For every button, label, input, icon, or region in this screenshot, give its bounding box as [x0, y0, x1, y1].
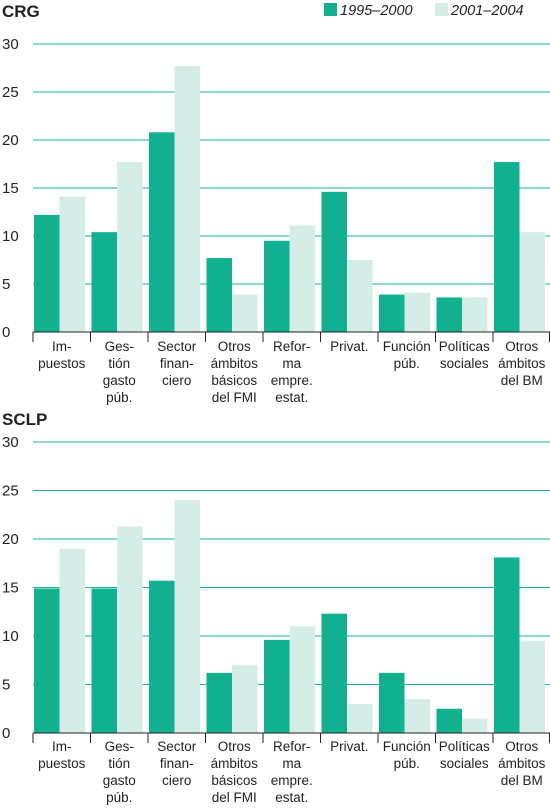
legend: 1995–2000 2001–2004	[324, 3, 524, 19]
bar-sclp-1995-2000-5	[321, 613, 347, 733]
y-tick-label: 5	[2, 276, 10, 293]
bar-crg-1995-2000-1	[91, 232, 117, 332]
chart-title-sclp: SCLP	[2, 410, 47, 429]
bar-sclp-1995-2000-6	[379, 672, 405, 733]
category-label: Privat.	[330, 339, 368, 354]
bar-sclp-1995-2000-3	[206, 672, 232, 733]
bar-sclp-1995-2000-7	[436, 708, 462, 733]
bar-crg-1995-2000-6	[379, 294, 405, 332]
bar-sclp-2001-2004-3	[232, 665, 258, 733]
category-label: Privat.	[330, 739, 368, 754]
bar-sclp-2001-2004-4	[289, 626, 315, 733]
legend-label-2001-2004: 2001–2004	[450, 3, 524, 19]
y-tick-label: 30	[2, 434, 19, 451]
bar-crg-2001-2004-2	[174, 66, 200, 332]
y-tick-label: 25	[2, 483, 19, 500]
bar-crg-2001-2004-4	[289, 225, 315, 332]
bar-crg-1995-2000-5	[321, 191, 347, 332]
bar-crg-2001-2004-0	[59, 196, 85, 332]
bar-sclp-1995-2000-2	[149, 580, 175, 733]
category-label: Otros ámbitos del BM	[498, 339, 546, 388]
bar-sclp-2001-2004-2	[174, 500, 200, 733]
y-tick-label: 15	[2, 580, 19, 597]
category-label: Refor-ma empre. estat.	[271, 339, 313, 405]
bar-crg-1995-2000-4	[264, 240, 290, 332]
y-tick-label: 20	[2, 132, 19, 149]
category-label: Función púb.	[383, 339, 431, 371]
chart-panel-sclp: 0 5 10 15 20 25 30 Im-puestos Ges-tión gasto púb. S…	[2, 434, 550, 805]
bar-crg-2001-2004-1	[117, 162, 143, 332]
category-label: Otros ámbitos básicos del FMI	[211, 339, 259, 405]
bar-crg-1995-2000-3	[206, 258, 232, 332]
y-tick-label: 25	[2, 84, 19, 101]
category-label: Sector finan-ciero	[157, 339, 197, 388]
bar-sclp-2001-2004-5	[347, 703, 373, 733]
y-tick-label: 30	[2, 36, 19, 53]
bar-crg-1995-2000-7	[436, 297, 462, 332]
chart-panel-crg: 0 5 10 15 20 25 30 Im-puestos Ges-tión gasto púb. S…	[2, 36, 550, 405]
chart-title-crg: CRG	[2, 2, 40, 21]
category-label: Im-puestos	[38, 739, 86, 771]
bar-sclp-2001-2004-0	[59, 548, 85, 733]
y-tick-label: 0	[2, 324, 10, 341]
bar-sclp-1995-2000-4	[264, 639, 290, 733]
category-label: Im-puestos	[38, 339, 86, 371]
category-label: Otros ámbitos del BM	[498, 739, 546, 788]
category-label: Refor-ma empre. estat.	[271, 739, 313, 805]
bar-crg-2001-2004-8	[519, 232, 545, 332]
category-label: Ges-tión gasto púb.	[103, 339, 136, 405]
y-tick-label: 10	[2, 628, 19, 645]
bar-sclp-1995-2000-1	[91, 588, 117, 733]
y-tick-label: 5	[2, 677, 10, 694]
y-tick-label: 10	[2, 228, 19, 245]
category-label: Otros ámbitos básicos del FMI	[211, 739, 259, 805]
legend-swatch-2001-2004	[435, 3, 448, 16]
category-label: Ges-tión gasto púb.	[103, 739, 136, 805]
bar-sclp-1995-2000-0	[34, 588, 60, 733]
y-tick-label: 15	[2, 180, 19, 197]
bar-crg-1995-2000-0	[34, 214, 60, 332]
bar-crg-2001-2004-5	[347, 260, 373, 332]
category-label: Políticas sociales	[439, 739, 490, 771]
bar-crg-2001-2004-6	[404, 292, 430, 332]
legend-swatch-1995-2000	[324, 3, 337, 16]
bar-crg-2001-2004-7	[462, 297, 488, 332]
bar-sclp-2001-2004-8	[519, 640, 545, 733]
legend-label-1995-2000: 1995–2000	[340, 3, 413, 19]
bar-sclp-2001-2004-7	[462, 718, 488, 733]
bar-sclp-2001-2004-6	[404, 699, 430, 733]
bar-crg-2001-2004-3	[232, 294, 258, 332]
bar-crg-1995-2000-8	[494, 162, 520, 332]
category-label: Función púb.	[383, 739, 431, 771]
bar-crg-1995-2000-2	[149, 132, 175, 332]
y-tick-label: 0	[2, 725, 10, 742]
bar-sclp-2001-2004-1	[117, 526, 143, 733]
category-label: Sector finan-ciero	[157, 739, 197, 788]
y-tick-label: 20	[2, 531, 19, 548]
bar-sclp-1995-2000-8	[494, 557, 520, 733]
category-label: Políticas sociales	[439, 339, 490, 371]
